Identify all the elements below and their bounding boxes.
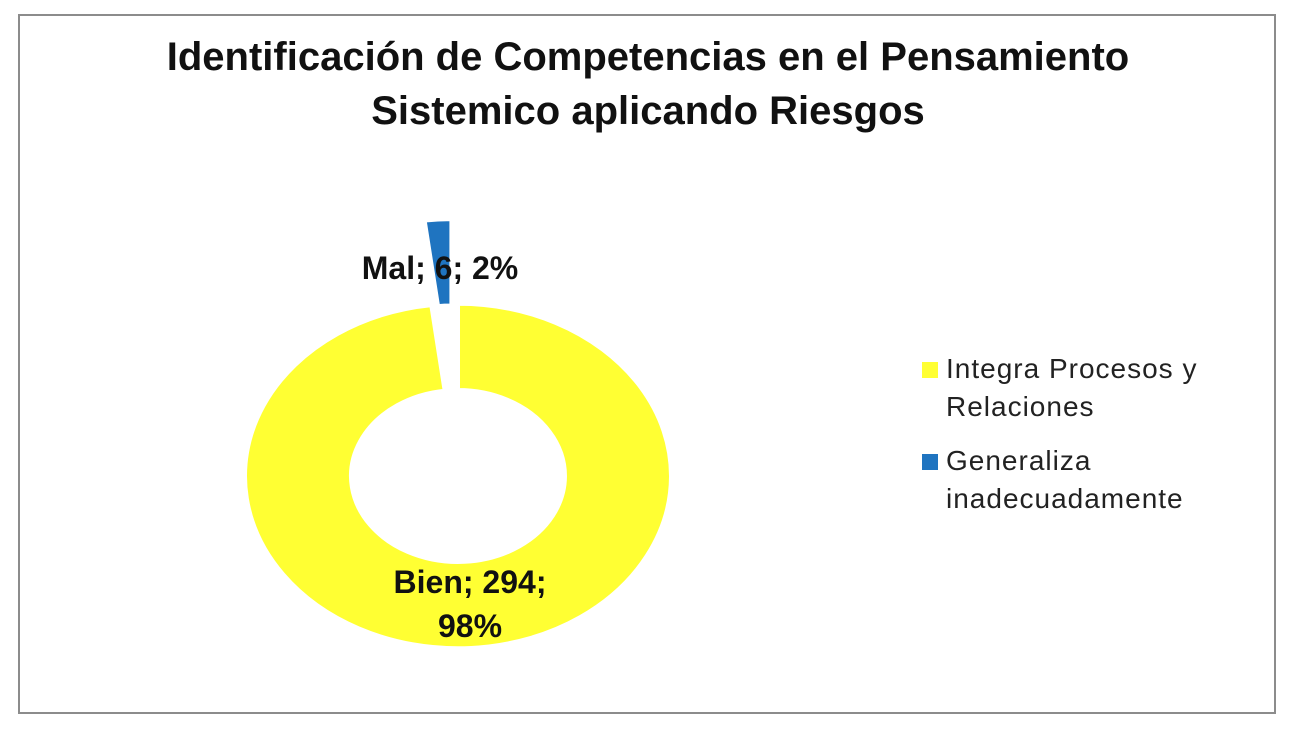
legend-swatch xyxy=(922,454,938,470)
donut-slice xyxy=(243,302,673,650)
chart-title: Identificación de Competencias en el Pen… xyxy=(166,35,1130,133)
donut-slice xyxy=(422,217,454,308)
donut xyxy=(243,217,673,650)
data-label: Bien; 294; 98% xyxy=(393,564,547,644)
chart-frame xyxy=(18,14,1276,714)
chart-title-box: Identificación de Competencias en el Pen… xyxy=(0,30,1296,138)
legend-label: Generaliza inadecuadamente xyxy=(946,445,1184,514)
legend-label: Integra Procesos y Relaciones xyxy=(946,353,1198,422)
legend-swatch xyxy=(922,362,938,378)
data-label: Mal; 6; 2% xyxy=(361,250,519,286)
